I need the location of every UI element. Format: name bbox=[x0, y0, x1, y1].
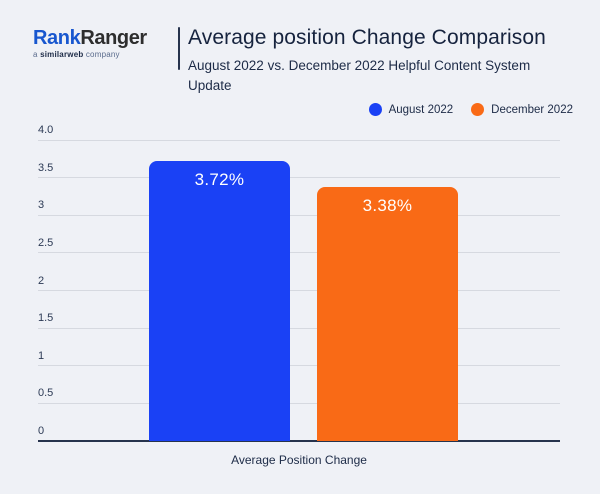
gridline bbox=[38, 177, 560, 179]
logo-tagline: a similarweb company bbox=[33, 50, 147, 59]
title-block: Average position Change Comparison Augus… bbox=[188, 25, 583, 95]
legend-label: December 2022 bbox=[491, 103, 573, 116]
chart-legend: August 2022 December 2022 bbox=[368, 103, 573, 116]
rankranger-logo: RankRanger a similarweb company bbox=[33, 27, 147, 59]
bar-value-label: 3.38% bbox=[362, 195, 413, 215]
gridline bbox=[38, 402, 560, 404]
chart-title: Average position Change Comparison bbox=[188, 26, 546, 49]
x-axis-line bbox=[38, 440, 560, 442]
bar-value-label: 3.72% bbox=[194, 170, 245, 190]
bar-december-2022: 3.38% bbox=[317, 186, 458, 441]
logo-wordmark: RankRanger bbox=[33, 27, 147, 49]
legend-dot-august-2022 bbox=[368, 103, 382, 116]
y-tick-label: 4.0 bbox=[38, 124, 54, 136]
x-axis-label: Average Position Change bbox=[231, 453, 367, 467]
y-tick-label: 2 bbox=[38, 274, 45, 287]
logo-brand-secondary: Ranger bbox=[80, 27, 147, 49]
gridline bbox=[38, 327, 560, 329]
gridline bbox=[38, 252, 560, 254]
y-tick-label: 0 bbox=[38, 425, 45, 437]
y-tick-label: 3.5 bbox=[38, 161, 54, 174]
header-divider bbox=[178, 27, 180, 70]
gridline bbox=[38, 290, 560, 291]
logo-tagline-prefix: a bbox=[33, 50, 41, 59]
y-tick-label: 3 bbox=[38, 199, 45, 212]
logo-brand-primary: Rank bbox=[33, 27, 81, 49]
legend-label: August 2022 bbox=[388, 103, 454, 116]
y-tick-label: 1.5 bbox=[38, 312, 54, 325]
gridline bbox=[38, 365, 560, 367]
y-tick-label: 1 bbox=[38, 349, 45, 362]
gridline bbox=[38, 139, 560, 141]
logo-tagline-brand: similarweb bbox=[40, 50, 84, 59]
logo-tagline-suffix: company bbox=[83, 50, 120, 59]
y-tick-label: 2.5 bbox=[38, 236, 54, 249]
legend-item-august-2022: August 2022 bbox=[368, 103, 454, 116]
gridline bbox=[38, 214, 560, 216]
y-tick-label: 0.5 bbox=[38, 387, 54, 400]
legend-item-december-2022: December 2022 bbox=[471, 103, 573, 116]
bar-august-2022: 3.72% bbox=[149, 161, 290, 441]
chart-subtitle: August 2022 vs. December 2022 Helpful Co… bbox=[188, 58, 531, 93]
legend-dot-december-2022 bbox=[471, 103, 485, 116]
